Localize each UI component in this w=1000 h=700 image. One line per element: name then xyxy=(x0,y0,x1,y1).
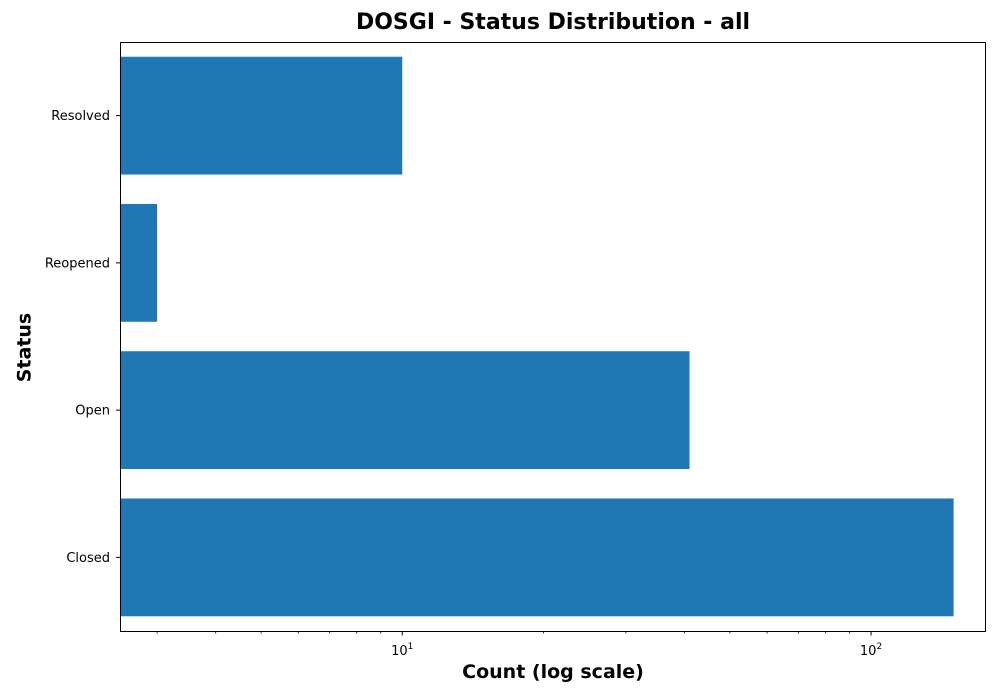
y-tick-label: Closed xyxy=(66,551,110,566)
bar-open xyxy=(120,351,690,470)
x-tick-label: 101 xyxy=(391,642,413,659)
bar-closed xyxy=(120,498,954,617)
bar-reopened xyxy=(120,203,158,322)
bars-group xyxy=(120,56,954,617)
plot-area-frame xyxy=(120,42,986,632)
y-tick-label: Reopened xyxy=(45,256,110,271)
x-axis-ticks: 101 102 xyxy=(156,631,882,659)
bar-resolved xyxy=(120,56,403,175)
y-tick-label: Resolved xyxy=(51,109,110,124)
x-tick-label: 102 xyxy=(860,642,882,659)
x-axis-label: Count (log scale) xyxy=(462,661,644,683)
y-tick-label: Open xyxy=(75,404,110,419)
y-axis-ticks: Closed Open Reopened Resolved xyxy=(45,109,120,566)
chart-title: DOSGI - Status Distribution - all xyxy=(355,10,751,35)
